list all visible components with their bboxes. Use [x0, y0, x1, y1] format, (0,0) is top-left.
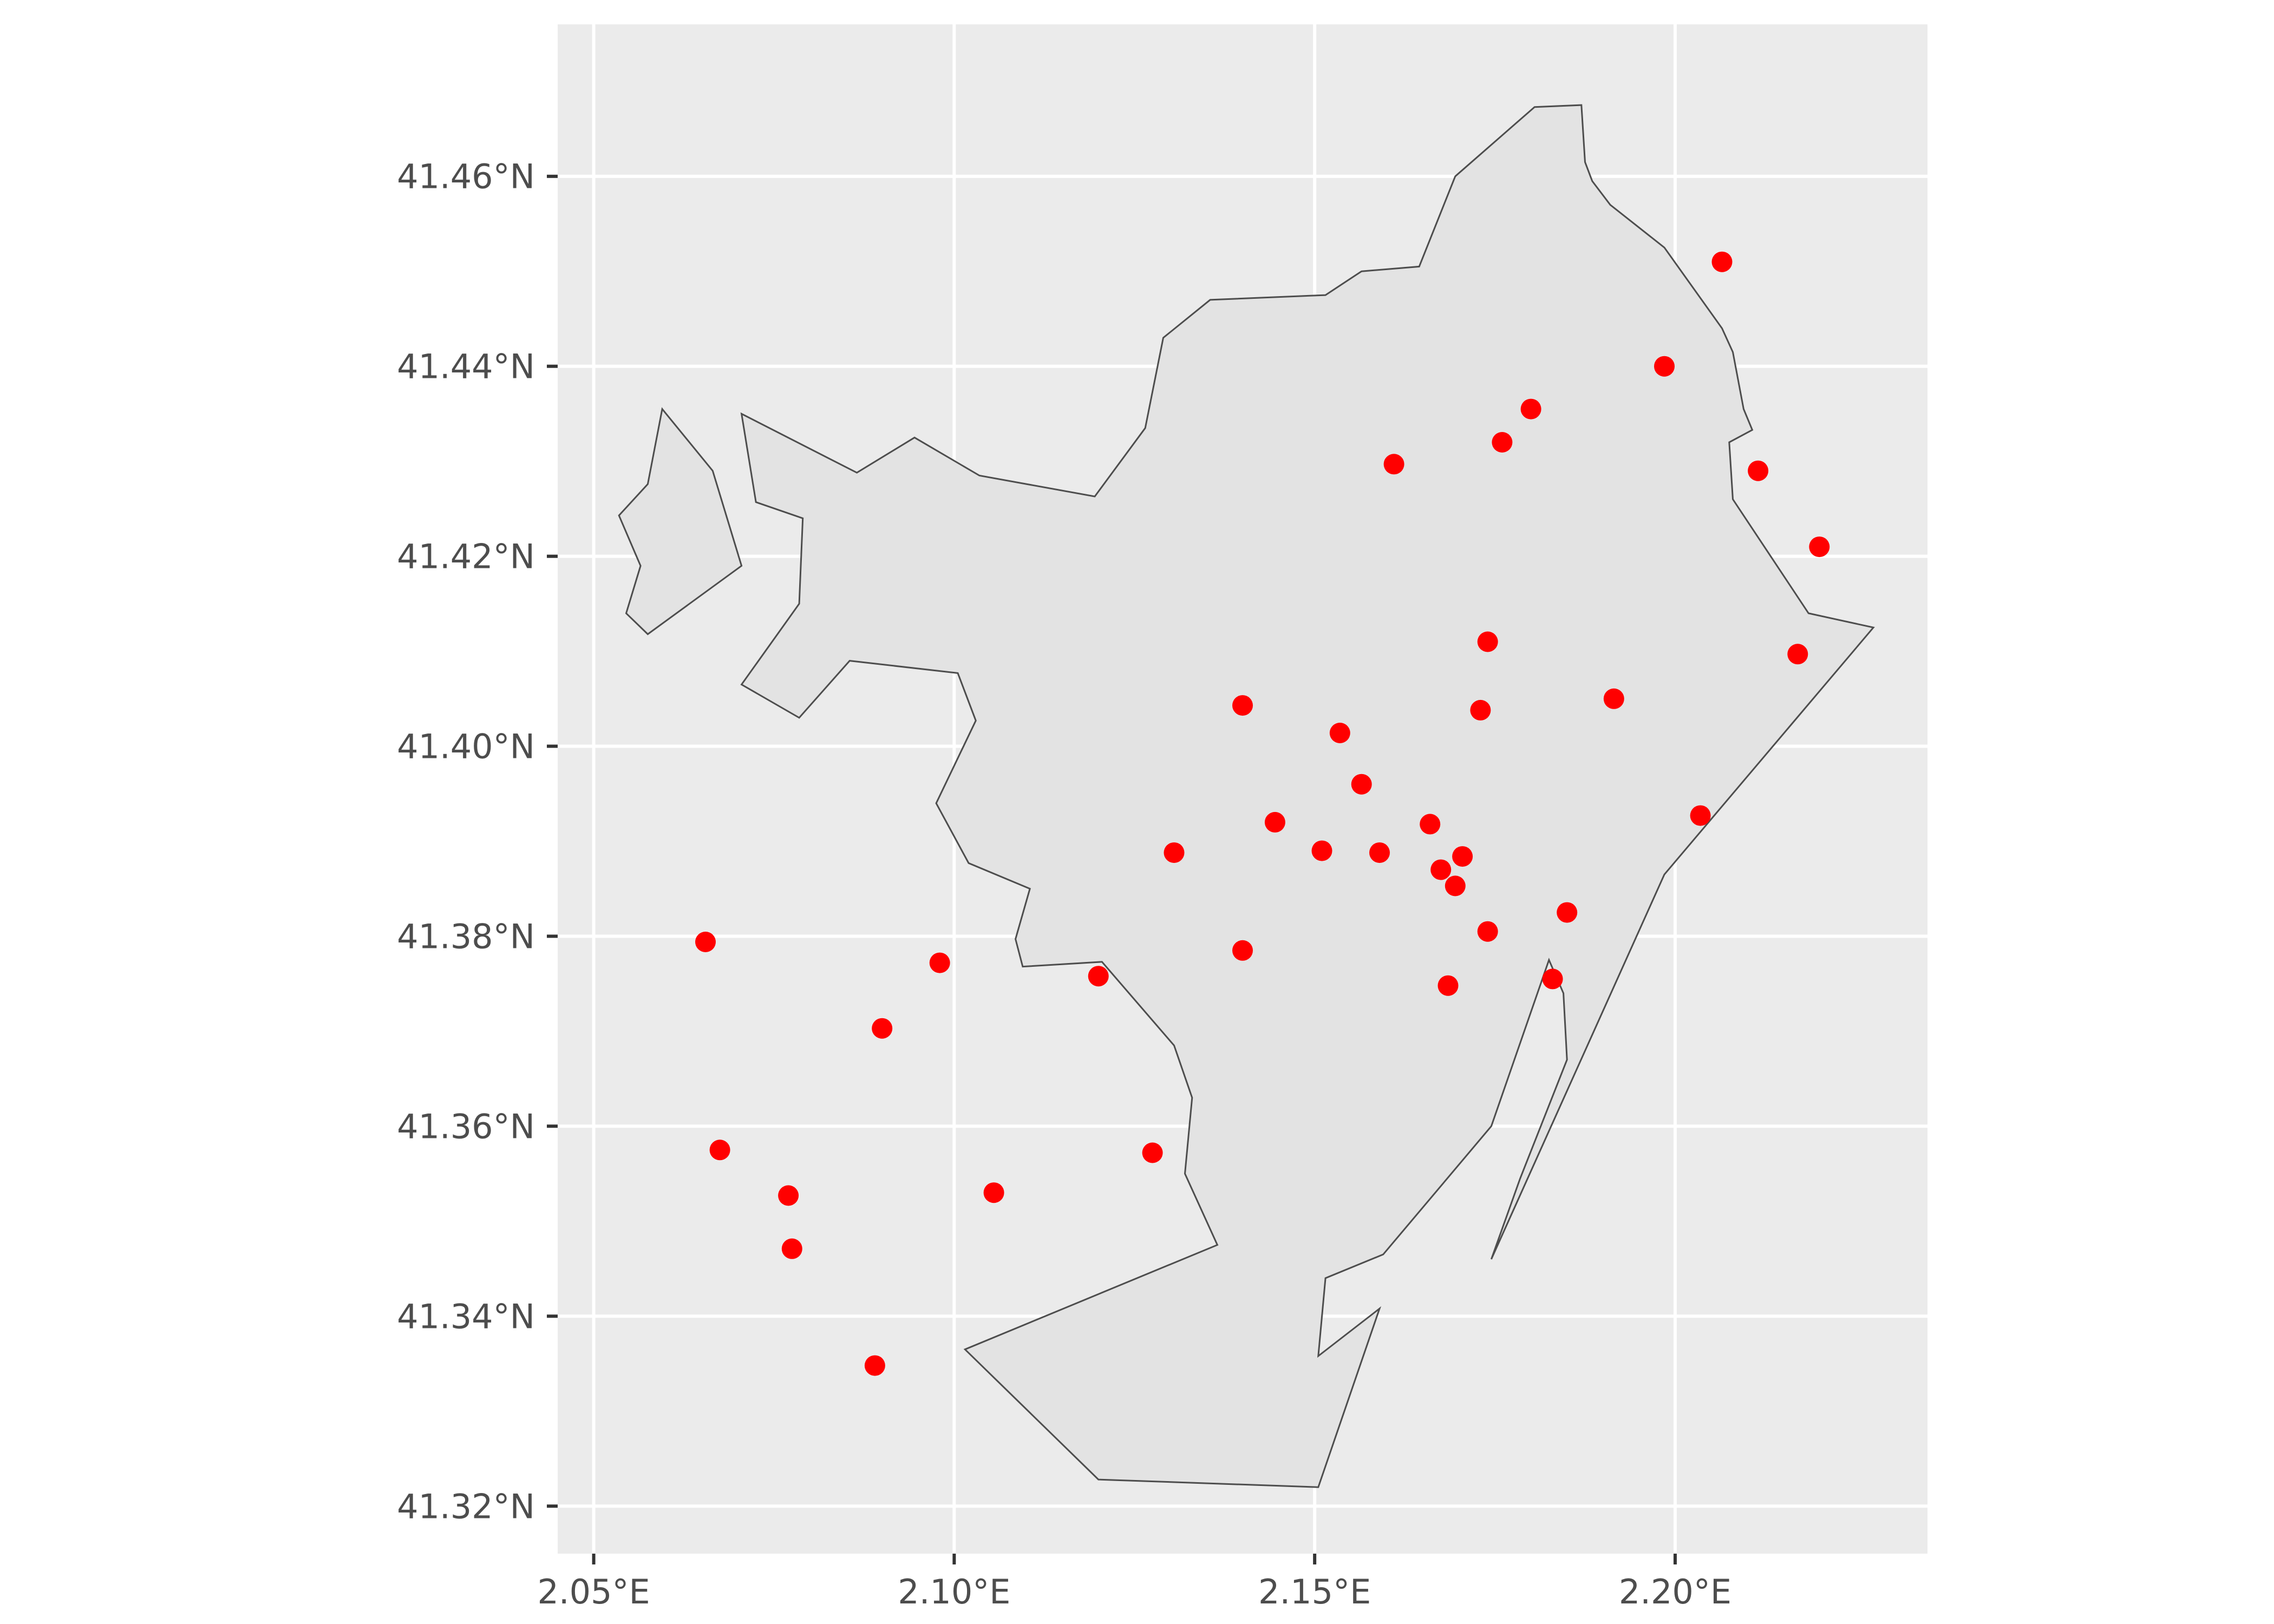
location-point-32: [709, 1140, 730, 1161]
y-tick-label-4: 41.40°N: [397, 727, 535, 767]
location-point-9: [1603, 688, 1624, 709]
location-point-22: [1445, 875, 1466, 896]
location-point-30: [1437, 975, 1459, 996]
location-point-11: [1470, 699, 1491, 721]
location-point-21: [1430, 859, 1452, 880]
region-boundaries: [618, 104, 1875, 1488]
location-point-33: [1142, 1142, 1163, 1163]
location-point-36: [781, 1238, 802, 1259]
location-point-29: [1542, 968, 1563, 990]
location-point-0: [1711, 251, 1733, 272]
location-point-19: [1369, 842, 1390, 863]
location-point-13: [1351, 774, 1372, 795]
location-point-28: [1088, 966, 1109, 987]
location-point-2: [1520, 398, 1541, 420]
x-tick-label-3: 2.20°E: [1619, 1572, 1731, 1612]
location-point-18: [1311, 840, 1332, 861]
region-polygon-1: [618, 407, 743, 636]
region-polygon-0: [740, 104, 1875, 1488]
location-point-25: [695, 932, 716, 952]
location-point-17: [1164, 842, 1185, 863]
location-point-23: [1557, 902, 1578, 923]
location-point-37: [864, 1355, 885, 1376]
x-tick-label-2: 2.15°E: [1258, 1572, 1371, 1612]
x-tick-label-0: 2.05°E: [537, 1572, 650, 1612]
location-point-7: [1477, 631, 1498, 652]
axes: 2.05°E 2.10°E 2.15°E 2.20°E 41.32°N 41.34°N 41…: [397, 157, 1731, 1612]
location-point-1: [1654, 356, 1675, 377]
y-tick-label-0: 41.32°N: [397, 1487, 535, 1526]
location-point-14: [1690, 805, 1711, 826]
x-tick-label-1: 2.10°E: [898, 1572, 1010, 1612]
y-tick-label-2: 41.36°N: [397, 1106, 535, 1146]
y-tick-label-3: 41.38°N: [397, 916, 535, 956]
location-point-6: [1809, 536, 1830, 558]
location-point-31: [872, 1018, 893, 1039]
location-points: [695, 251, 1830, 1376]
location-point-24: [1477, 921, 1498, 942]
location-point-27: [929, 952, 950, 973]
location-point-5: [1748, 460, 1769, 481]
location-point-20: [1452, 846, 1473, 867]
y-tick-label-5: 41.42°N: [397, 537, 535, 577]
y-tick-label-6: 41.44°N: [397, 347, 535, 387]
location-point-35: [983, 1182, 1004, 1203]
location-point-10: [1232, 695, 1253, 716]
location-point-15: [1264, 811, 1285, 833]
location-point-12: [1329, 723, 1350, 743]
location-point-34: [778, 1185, 799, 1206]
location-point-4: [1383, 454, 1404, 475]
location-point-16: [1420, 814, 1441, 835]
location-point-3: [1492, 432, 1513, 453]
y-tick-label-1: 41.34°N: [397, 1296, 535, 1336]
y-tick-label-7: 41.46°N: [397, 157, 535, 197]
location-point-8: [1787, 644, 1808, 665]
location-point-26: [1232, 940, 1253, 961]
